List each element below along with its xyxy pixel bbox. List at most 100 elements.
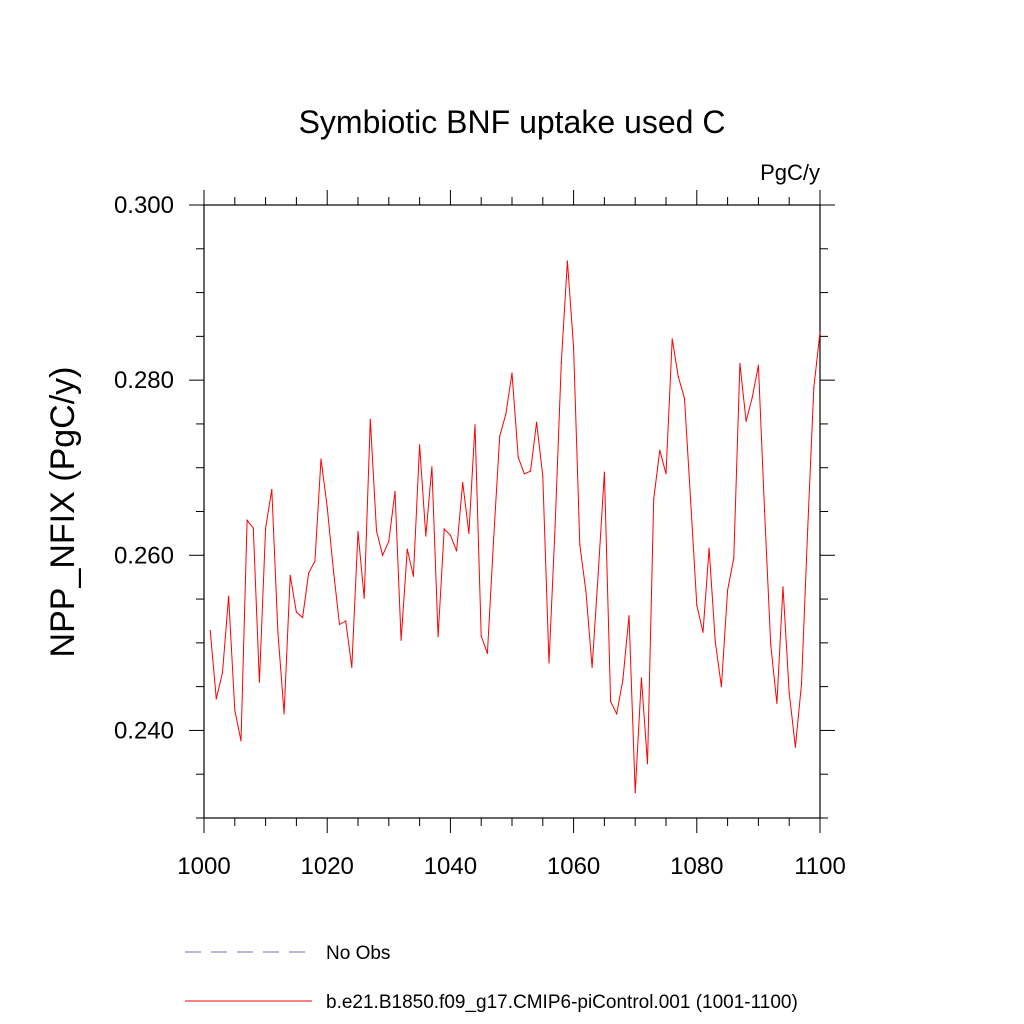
data-point — [474, 424, 476, 426]
data-point — [456, 550, 458, 552]
data-point — [388, 540, 390, 542]
data-point — [351, 666, 353, 669]
data-point — [603, 471, 606, 473]
data-point — [511, 372, 513, 374]
data-point — [338, 623, 341, 626]
data-point — [468, 532, 470, 535]
data-point — [751, 397, 753, 399]
y-tick-label: 0.260 — [114, 542, 174, 569]
x-tick-label: 1080 — [670, 853, 723, 880]
y-tick-label: 0.300 — [114, 192, 174, 219]
data-point — [807, 528, 809, 530]
data-point — [653, 498, 655, 500]
data-point — [770, 644, 772, 646]
data-point — [357, 531, 359, 533]
series-layer — [209, 260, 821, 794]
data-point — [265, 527, 267, 529]
data-point — [745, 420, 747, 422]
data-point — [394, 490, 396, 492]
data-point — [412, 575, 414, 577]
legend-label-model: b.e21.B1850.f09_g17.CMIP6-piControl.001 … — [326, 992, 798, 1013]
data-point — [505, 413, 507, 415]
data-point — [523, 473, 525, 475]
data-point — [363, 597, 365, 599]
data-point — [819, 331, 821, 333]
data-point — [622, 679, 624, 681]
x-tick-label: 1000 — [177, 853, 230, 880]
data-point — [443, 528, 445, 530]
data-point — [271, 489, 273, 491]
data-point — [449, 534, 451, 536]
data-point — [246, 519, 248, 521]
y-tick-label: 0.280 — [114, 367, 174, 394]
data-point — [215, 698, 217, 700]
y-axis-label: NPP_NFIX (PgC/y) — [44, 367, 82, 658]
y-tick-label: 0.240 — [114, 717, 174, 744]
data-point — [776, 702, 778, 704]
data-point — [486, 652, 488, 655]
data-point — [764, 510, 766, 513]
data-point — [252, 527, 254, 529]
data-point — [499, 435, 501, 437]
data-point — [419, 444, 421, 446]
data-point — [326, 506, 328, 508]
data-point — [560, 362, 562, 364]
data-point — [683, 397, 686, 400]
data-point — [437, 636, 439, 638]
data-point — [573, 347, 575, 349]
data-point — [794, 746, 797, 748]
data-point — [591, 666, 593, 669]
legend: No Obs b.e21.B1850.f09_g17.CMIP6-piContr… — [185, 943, 798, 1013]
data-point — [283, 713, 285, 715]
data-point — [813, 387, 815, 389]
data-point — [733, 557, 735, 559]
chart-title: Symbiotic BNF uptake used C — [299, 104, 726, 140]
data-point — [369, 418, 371, 421]
x-tick-label: 1060 — [547, 853, 600, 880]
data-point — [375, 530, 378, 532]
data-point — [677, 376, 679, 378]
data-point — [634, 792, 636, 794]
data-point — [727, 589, 729, 591]
data-point — [308, 572, 310, 574]
data-point — [659, 449, 661, 451]
data-point — [332, 569, 334, 571]
data-point — [345, 620, 347, 622]
data-point — [585, 590, 587, 592]
data-point — [554, 525, 556, 528]
data-point — [696, 604, 698, 606]
data-point — [690, 499, 692, 501]
data-point — [462, 482, 464, 484]
data-point — [702, 631, 704, 633]
legend-label-no-obs: No Obs — [326, 943, 390, 964]
data-point — [720, 686, 723, 688]
data-point — [431, 466, 433, 468]
data-point — [757, 364, 760, 366]
plot-frame — [203, 204, 821, 819]
axis-ticks — [189, 190, 835, 833]
data-point — [240, 740, 242, 742]
data-point — [406, 548, 408, 550]
data-point — [640, 677, 643, 679]
data-point — [209, 630, 211, 632]
data-point — [714, 641, 716, 643]
data-point — [616, 713, 618, 715]
data-point — [788, 692, 790, 694]
data-point — [258, 681, 260, 683]
axis-tick-labels: 1000 1020 1040 1060 1080 1100 0.240 0.260 0.280 0… — [114, 192, 846, 880]
data-point — [671, 338, 673, 340]
data-point — [295, 611, 297, 613]
data-point — [277, 631, 279, 633]
data-point — [425, 535, 427, 537]
data-point — [646, 763, 649, 765]
data-point — [800, 683, 803, 685]
data-point — [665, 473, 667, 475]
data-point — [610, 700, 612, 703]
data-point — [566, 260, 569, 262]
data-point — [289, 574, 291, 577]
data-point — [628, 615, 630, 617]
data-point — [234, 709, 236, 711]
data-point — [492, 540, 495, 542]
data-point — [480, 635, 482, 637]
